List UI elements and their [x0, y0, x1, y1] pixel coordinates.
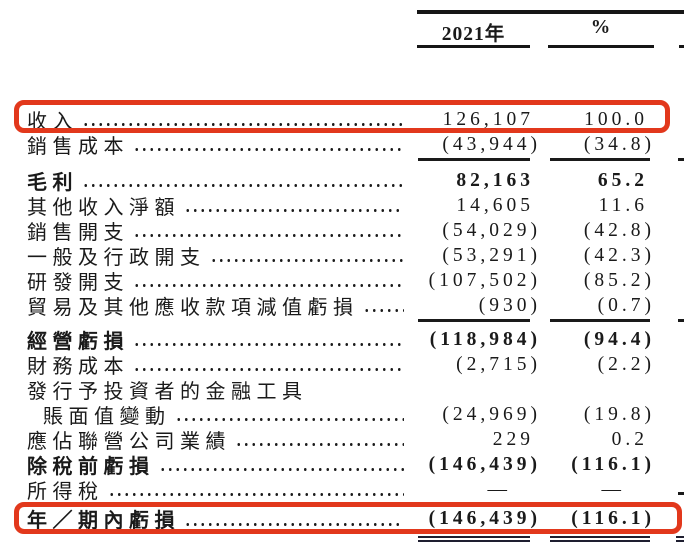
- value-2021: (146,439): [428, 507, 541, 529]
- value-2021: (118,984): [429, 328, 541, 350]
- total-double-rule: [418, 536, 530, 538]
- section-rule: [0, 318, 684, 323]
- section-rule: [0, 157, 684, 162]
- value-percent: 0.2: [611, 428, 648, 450]
- dot-leader: [133, 146, 404, 153]
- row-label: 賬面值變動: [43, 406, 171, 428]
- row-label: 一般及行政開支: [27, 247, 206, 269]
- dot-leader: [184, 521, 404, 528]
- table-row-selling-expenses: 銷售開支 (54,029) (42.8): [0, 218, 684, 245]
- table-row-financial-instruments-line1: 發行予投資者的金融工具: [0, 377, 684, 403]
- dot-leader: [133, 366, 404, 373]
- value-2021: (930): [478, 294, 541, 316]
- dot-leader: [235, 441, 404, 448]
- value-2021: (43,944): [442, 133, 541, 155]
- row-label: 研發開支: [27, 272, 129, 294]
- dot-leader: [362, 307, 404, 314]
- header-top-rule: [417, 10, 684, 14]
- row-label: 經營虧損: [27, 331, 129, 353]
- row-label: 應佔聯營公司業績: [27, 431, 231, 453]
- table-row-finance-costs: 財務成本 (2,715) (2.2): [0, 352, 684, 379]
- value-2021: (53,291): [442, 244, 541, 266]
- value-percent: (0.7): [597, 294, 655, 316]
- row-label: 發行予投資者的金融工具: [27, 381, 308, 403]
- value-2021: (24,969): [442, 403, 541, 425]
- value-2021: 82,163: [456, 169, 534, 191]
- value-percent: (85.2): [583, 269, 655, 291]
- total-double-rule-fragment: [676, 536, 684, 538]
- value-percent: 100.0: [584, 108, 648, 130]
- value-percent: (94.4): [583, 328, 655, 350]
- row-label: 銷售成本: [27, 136, 129, 158]
- row-label: 收入: [27, 111, 78, 133]
- row-label: 其他收入淨額: [27, 197, 180, 219]
- table-row-other-income: 其他收入淨額 14,605 11.6: [0, 193, 684, 220]
- total-double-rule: [550, 536, 650, 538]
- row-label: 銷售開支: [27, 222, 129, 244]
- value-2021: (2,715): [456, 353, 541, 375]
- dot-leader: [209, 257, 404, 264]
- table-row-impairment-loss: 貿易及其他應收款項減值虧損 (930) (0.7): [0, 293, 684, 320]
- table-body: 收入 126,107 100.0 銷售成本 (43,944) (34.8) 毛利…: [0, 95, 684, 532]
- dot-leader: [82, 121, 404, 128]
- header-underline-fragment: [679, 45, 684, 48]
- value-2021: 14,605: [456, 194, 534, 216]
- column-header-percent: %: [590, 17, 612, 38]
- dot-leader: [82, 182, 404, 189]
- row-label: 財務成本: [27, 356, 129, 378]
- table-row-income-tax: 所得稅 — —: [0, 477, 684, 504]
- rule-fragment: [678, 492, 684, 495]
- value-percent: 65.2: [597, 169, 648, 191]
- table-row-revenue: 收入 126,107 100.0: [0, 107, 684, 134]
- header-underline-percent: [548, 45, 654, 48]
- table-row-carrying-value-change: 賬面值變動 (24,969) (19.8): [0, 402, 684, 429]
- header-underline-2021: [417, 45, 530, 48]
- table-row-share-of-associates: 應佔聯營公司業績 229 0.2: [0, 427, 684, 454]
- value-2021: 126,107: [442, 108, 534, 130]
- row-label: 年／期內虧損: [27, 510, 180, 532]
- value-2021: (107,502): [428, 269, 541, 291]
- dot-leader: [107, 491, 404, 498]
- value-percent: (2.2): [597, 353, 655, 375]
- table-row-cost-of-sales: 銷售成本 (43,944) (34.8): [0, 132, 684, 159]
- table-row-admin-expenses: 一般及行政開支 (53,291) (42.3): [0, 243, 684, 270]
- total-double-rule: [418, 540, 530, 542]
- value-percent: —: [601, 478, 625, 500]
- value-percent: (116.1): [571, 507, 655, 529]
- dot-leader: [184, 207, 404, 214]
- table-row-gross-profit: 毛利 82,163 65.2: [0, 168, 684, 195]
- value-percent: (42.3): [583, 244, 655, 266]
- value-2021: (146,439): [428, 453, 541, 475]
- total-double-rule-fragment: [676, 540, 684, 542]
- dot-leader: [174, 416, 404, 423]
- value-2021: —: [487, 478, 511, 500]
- value-percent: (42.8): [583, 219, 655, 241]
- column-header-2021: 2021年: [441, 24, 506, 45]
- table-row-rd-expenses: 研發開支 (107,502) (85.2): [0, 268, 684, 295]
- dot-leader: [158, 466, 404, 473]
- value-percent: (19.8): [583, 403, 655, 425]
- value-2021: 229: [492, 428, 534, 450]
- dot-leader: [133, 341, 404, 348]
- table-row-loss-for-the-year: 年／期內虧損 (146,439) (116.1): [0, 505, 684, 533]
- value-2021: (54,029): [442, 219, 541, 241]
- table-header: 2021年 %: [0, 0, 684, 95]
- row-label: 除稅前虧損: [27, 456, 155, 478]
- dot-leader: [133, 232, 404, 239]
- row-label: 貿易及其他應收款項減值虧損: [27, 297, 359, 319]
- row-label: 毛利: [27, 172, 78, 194]
- value-percent: 11.6: [598, 194, 648, 216]
- table-row-operating-loss: 經營虧損 (118,984) (94.4): [0, 327, 684, 354]
- row-label: 所得稅: [27, 481, 104, 503]
- value-percent: (116.1): [571, 453, 655, 475]
- table-row-loss-before-tax: 除稅前虧損 (146,439) (116.1): [0, 452, 684, 479]
- total-double-rule: [550, 540, 650, 542]
- value-percent: (34.8): [583, 133, 655, 155]
- dot-leader: [133, 282, 404, 289]
